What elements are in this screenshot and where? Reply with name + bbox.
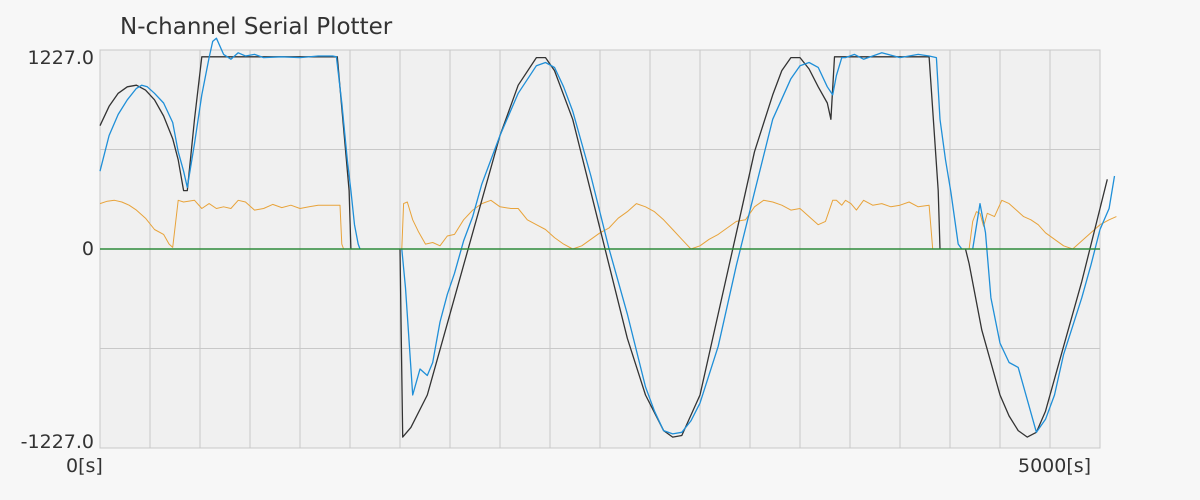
error-series-line [968,199,1117,250]
y-tick-label-zero: 0 [81,238,94,260]
reference-series-line [964,179,1108,438]
horizontal-gridlines [100,149,1100,349]
x-tick-label-end: 5000[s] [1018,455,1092,477]
reference-series-line [399,56,941,438]
measured-series-line [972,175,1116,433]
measured-series-line [401,52,963,435]
measured-series-line [99,37,361,250]
x-tick-label-start: 0[s] [66,455,103,477]
y-tick-label-max: 1227.0 [27,47,94,69]
reference-series-line [99,56,352,250]
chart-title: N-channel Serial Plotter [120,14,393,40]
y-tick-label-min: -1227.0 [20,431,94,453]
error-series-line [99,199,345,250]
error-series-line [401,199,934,250]
series-layer [99,37,1117,438]
